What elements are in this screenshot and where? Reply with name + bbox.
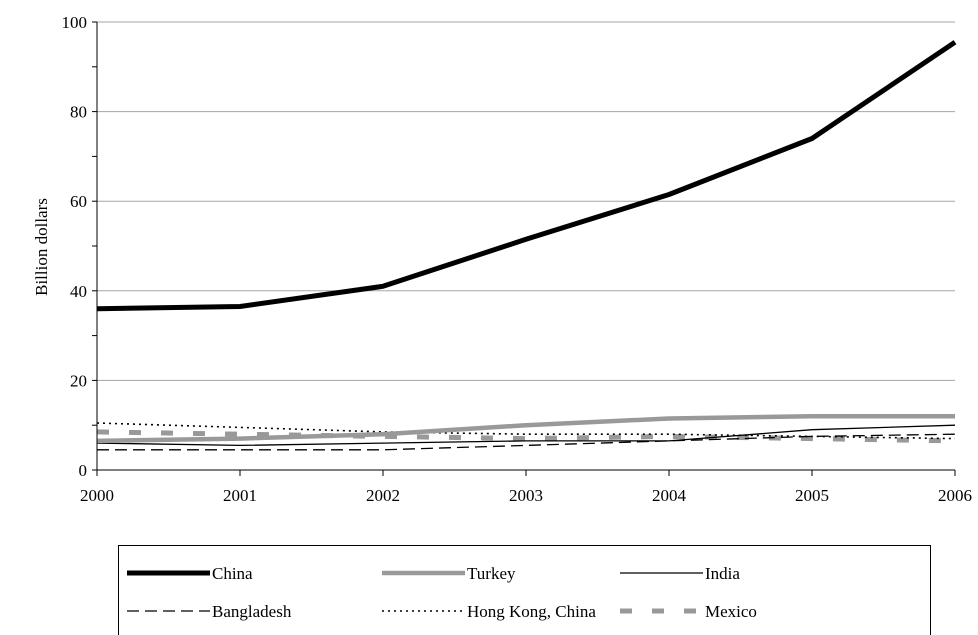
x-tick-label: 2001 <box>223 486 257 505</box>
series-line-mexico <box>96 429 956 444</box>
x-tick-label: 2005 <box>795 486 829 505</box>
y-tick-label: 60 <box>70 192 87 211</box>
series-line-bangladesh <box>97 433 956 451</box>
y-axis-title: Billion dollars <box>32 198 51 296</box>
x-tick-label: 2006 <box>938 486 972 505</box>
gridlines <box>97 21 955 381</box>
y-tick-label: 40 <box>70 282 87 301</box>
x-tick-label: 2002 <box>366 486 400 505</box>
y-tick-label: 20 <box>70 371 87 390</box>
legend-label: Hong Kong, China <box>467 602 596 621</box>
x-tick-label: 2003 <box>509 486 543 505</box>
legend-label: Turkey <box>467 564 516 583</box>
series-line-turkey <box>96 413 955 444</box>
axes <box>92 21 956 476</box>
series-line-china <box>96 40 957 312</box>
x-tick-label: 2004 <box>652 486 687 505</box>
series-lines <box>96 40 957 451</box>
series-line-india <box>96 424 956 447</box>
legend: China Turkey India Bangladesh Hong Kong, Chi… <box>118 545 931 635</box>
legend-label: Bangladesh <box>212 602 292 621</box>
legend-label: India <box>705 564 740 583</box>
legend-label: China <box>212 564 253 583</box>
y-tick-label: 0 <box>79 461 88 480</box>
legend-box <box>118 545 931 635</box>
x-tick-label: 2000 <box>80 486 114 505</box>
tick-labels: 0 20 40 60 80 100 2000 2001 2002 2003 2004 2005 2006 <box>62 13 973 505</box>
y-tick-label: 100 <box>62 13 88 32</box>
y-tick-label: 80 <box>70 103 87 122</box>
legend-label: Mexico <box>705 602 757 621</box>
series-line-hong-kong-china <box>96 422 956 440</box>
